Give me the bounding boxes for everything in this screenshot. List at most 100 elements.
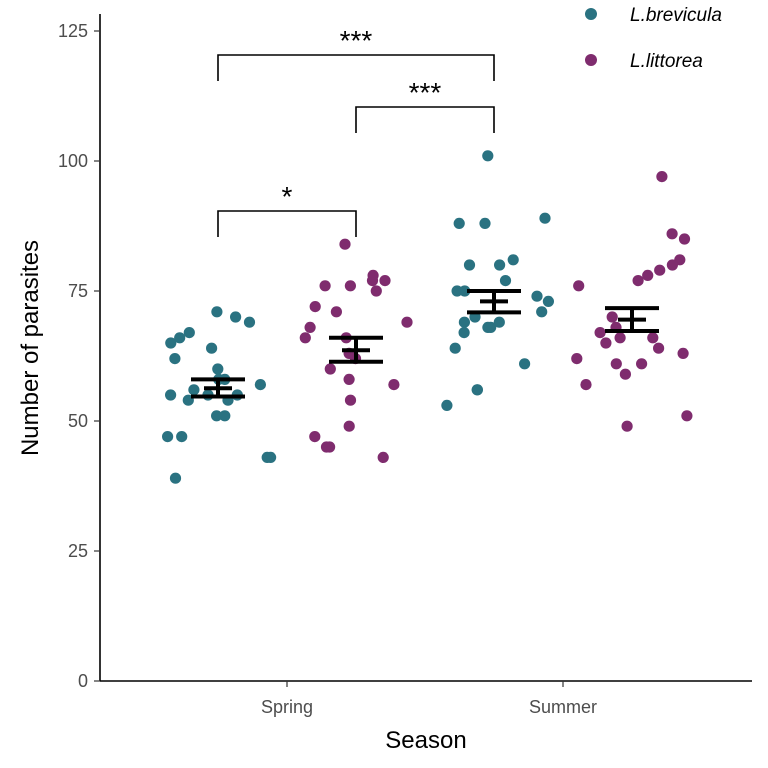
legend-marker <box>585 8 597 20</box>
data-point <box>632 275 644 287</box>
data-point <box>458 316 470 328</box>
data-point <box>677 347 689 359</box>
data-point <box>174 332 186 344</box>
data-point <box>379 275 391 287</box>
data-point <box>377 451 389 463</box>
data-point <box>606 311 618 323</box>
data-point <box>304 321 316 333</box>
data-point <box>176 431 188 443</box>
data-point <box>330 306 342 318</box>
data-point <box>485 321 497 333</box>
data-point <box>614 332 626 344</box>
data-point <box>339 238 351 250</box>
y-axis-title: Number of parasites <box>17 240 44 456</box>
data-point <box>212 363 224 375</box>
data-point <box>499 275 512 287</box>
y-tick-label: 75 <box>68 281 88 301</box>
data-point <box>654 264 666 276</box>
data-point <box>666 259 679 271</box>
data-point <box>343 420 355 432</box>
data-point <box>571 353 583 365</box>
significance-label: *** <box>340 25 373 56</box>
data-point <box>388 379 400 391</box>
data-point <box>265 451 277 463</box>
y-tick-label: 50 <box>68 411 88 431</box>
axes-layer <box>99 14 752 682</box>
data-point <box>162 431 174 443</box>
data-point <box>165 337 177 349</box>
data-point <box>299 332 311 344</box>
data-point <box>309 301 321 313</box>
data-point <box>600 337 612 349</box>
data-point <box>459 285 471 297</box>
data-point <box>211 306 223 318</box>
data-point <box>188 384 200 396</box>
data-point <box>507 254 519 266</box>
data-point <box>370 285 382 297</box>
data-point <box>653 342 665 354</box>
data-point <box>479 217 491 229</box>
data-point <box>165 389 177 401</box>
data-point <box>610 358 622 370</box>
data-point <box>636 358 648 370</box>
data-point <box>401 316 413 328</box>
data-point <box>656 171 668 183</box>
data-point <box>211 410 223 422</box>
data-point <box>243 316 256 328</box>
data-point <box>458 327 470 339</box>
data-point <box>647 332 659 344</box>
data-point <box>183 327 195 339</box>
y-ticks: 0 25 50 75 100 125 <box>58 21 100 691</box>
x-tick-label: Spring <box>261 697 313 717</box>
legend: L.brevicula L.littorea <box>585 5 722 72</box>
data-point <box>366 275 379 287</box>
data-point <box>494 259 506 271</box>
x-tick-label: Summer <box>529 697 597 717</box>
significance-bracket <box>217 210 357 237</box>
y-tick-label: 100 <box>58 151 88 171</box>
significance-brackets: ******* <box>217 25 495 237</box>
data-point <box>482 150 494 162</box>
data-point <box>449 342 461 354</box>
data-point <box>531 290 543 302</box>
data-point <box>580 379 592 391</box>
data-point <box>320 441 333 453</box>
significance-label: *** <box>409 77 442 108</box>
data-point <box>542 295 555 307</box>
data-point <box>678 233 691 245</box>
x-ticks: Spring Summer <box>261 681 597 717</box>
data-point <box>169 353 181 365</box>
data-point <box>619 368 632 380</box>
data-point <box>254 379 266 391</box>
legend-marker <box>585 54 597 66</box>
significance-bracket <box>217 54 495 81</box>
data-point <box>681 410 693 422</box>
data-point <box>453 217 465 229</box>
significance-bracket <box>355 106 495 133</box>
x-axis-title: Season <box>385 727 466 754</box>
y-tick-label: 0 <box>78 671 88 691</box>
data-points <box>162 150 693 484</box>
data-point <box>519 358 531 370</box>
data-point <box>463 259 476 271</box>
data-point <box>642 269 654 281</box>
data-point <box>206 342 218 354</box>
data-point <box>324 363 336 375</box>
data-point <box>666 228 678 240</box>
data-point <box>169 472 182 484</box>
y-tick-label: 125 <box>58 21 88 41</box>
data-point <box>594 327 606 339</box>
data-point <box>319 280 331 292</box>
data-point <box>573 280 585 292</box>
data-point <box>441 399 453 411</box>
data-point <box>309 431 321 443</box>
significance-label: * <box>282 181 293 212</box>
legend-label: L.littorea <box>630 51 703 72</box>
error-bars <box>191 289 659 399</box>
data-point <box>493 316 505 328</box>
data-point <box>344 280 356 292</box>
data-point <box>343 373 355 385</box>
data-point <box>230 311 242 323</box>
data-point <box>536 306 548 318</box>
